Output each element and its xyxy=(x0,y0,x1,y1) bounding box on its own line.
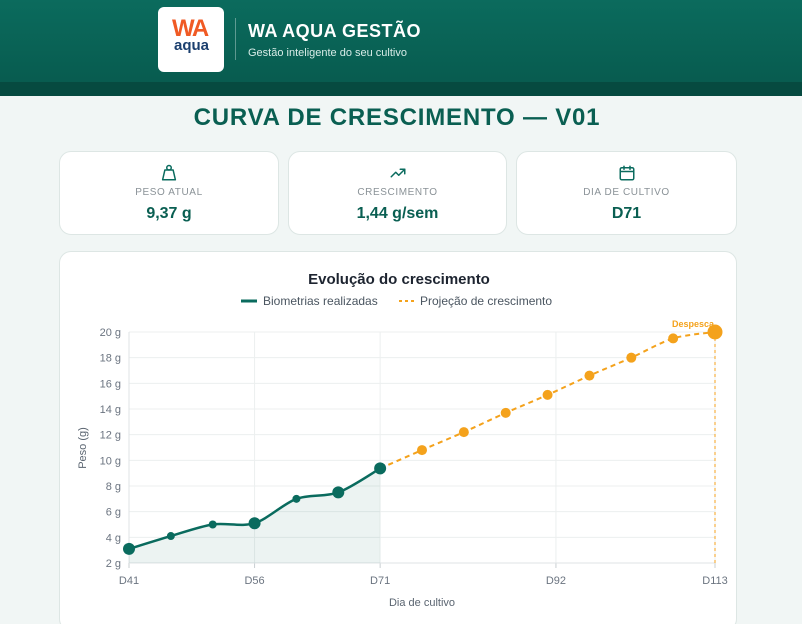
y-tick-label: 12 g xyxy=(100,430,121,442)
biometria-point xyxy=(208,520,217,529)
biometria-point xyxy=(123,542,135,555)
projection-point xyxy=(626,352,637,363)
kpi-value: D71 xyxy=(611,205,642,222)
y-tick-label: 10 g xyxy=(100,455,121,467)
despesca-annotation: Despesca xyxy=(672,319,715,329)
chart-legend[interactable]: Biometrias realizadas Projeção de cresci… xyxy=(241,294,552,308)
logo-sub-text: aqua xyxy=(174,37,210,54)
chart-points[interactable] xyxy=(123,324,723,555)
growth-chart-card: Evolução do crescimento Biometrias reali… xyxy=(59,251,737,624)
kpi-label: DIA DE CULTIVO xyxy=(583,187,670,198)
kpi-value: 9,37 g xyxy=(146,205,192,222)
projection-line xyxy=(379,331,716,470)
legend-label-biometrias: Biometrias realizadas xyxy=(263,294,378,308)
y-axis-label: Peso (g) xyxy=(77,427,89,469)
header-divider xyxy=(235,18,236,60)
brand-name: WA AQUA GESTÃO xyxy=(248,21,421,41)
growth-chart[interactable]: Evolução do crescimento Biometrias reali… xyxy=(60,252,738,624)
y-axis-ticks: 2 g 4 g 6 g 8 g 10 g 12 g 14 g 16 g 18 g 20 g xyxy=(100,327,121,570)
biometria-point xyxy=(374,462,387,475)
x-tick-label: D41 xyxy=(119,575,139,587)
projection-point xyxy=(668,333,679,344)
x-tick-label: D56 xyxy=(244,575,264,587)
y-tick-label: 16 g xyxy=(100,378,121,390)
kpi-value: 1,44 g/sem xyxy=(356,205,439,222)
x-tick-label: D92 xyxy=(546,575,566,587)
header-bottom-strip xyxy=(0,82,802,96)
y-tick-label: 2 g xyxy=(106,558,121,570)
trending-up-icon xyxy=(390,168,405,178)
x-tick-label: D71 xyxy=(370,575,390,587)
projection-point xyxy=(542,389,553,400)
y-tick-label: 20 g xyxy=(100,327,121,339)
brand-tagline: Gestão inteligente do seu cultivo xyxy=(248,47,407,59)
kpi-label: CRESCIMENTO xyxy=(357,187,438,198)
wa-aqua-logo[interactable]: WA aqua xyxy=(158,7,224,72)
logo-main-text: WA xyxy=(172,15,209,42)
projection-point xyxy=(584,370,595,381)
y-tick-label: 14 g xyxy=(100,404,121,416)
x-tick-label: D113 xyxy=(702,575,727,587)
chart-grid xyxy=(128,331,716,568)
x-axis-label: Dia de cultivo xyxy=(389,597,455,609)
kpi-card-growth: CRESCIMENTO 1,44 g/sem xyxy=(288,151,507,235)
y-tick-label: 18 g xyxy=(100,353,121,365)
biometria-point xyxy=(292,494,301,503)
biometria-point xyxy=(248,517,261,530)
weight-icon xyxy=(161,164,177,181)
projection-point xyxy=(417,445,427,456)
biometrias-area xyxy=(129,468,381,563)
y-tick-label: 4 g xyxy=(106,532,121,544)
kpi-card-current-weight: PESO ATUAL 9,37 g xyxy=(59,151,279,235)
y-tick-label: 8 g xyxy=(106,481,121,493)
projection-point xyxy=(458,427,469,438)
page-title: CURVA DE CRESCIMENTO — V01 xyxy=(193,104,601,131)
kpi-label: PESO ATUAL xyxy=(135,187,203,198)
projection-point xyxy=(500,407,511,418)
biometria-point xyxy=(166,532,175,541)
x-axis-ticks: D41 D56 D71 D92 D113 xyxy=(119,575,728,587)
calendar-icon xyxy=(619,165,634,181)
app-header: WA aqua WA AQUA GESTÃO Gestão inteligent… xyxy=(0,0,802,96)
legend-label-projecao: Projeção de crescimento xyxy=(420,294,552,308)
y-tick-label: 6 g xyxy=(106,507,121,519)
kpi-card-cultivation-day: DIA DE CULTIVO D71 xyxy=(516,151,737,235)
chart-title: Evolução do crescimento xyxy=(308,271,490,288)
biometria-point xyxy=(332,486,345,499)
despesca-point xyxy=(707,324,723,340)
